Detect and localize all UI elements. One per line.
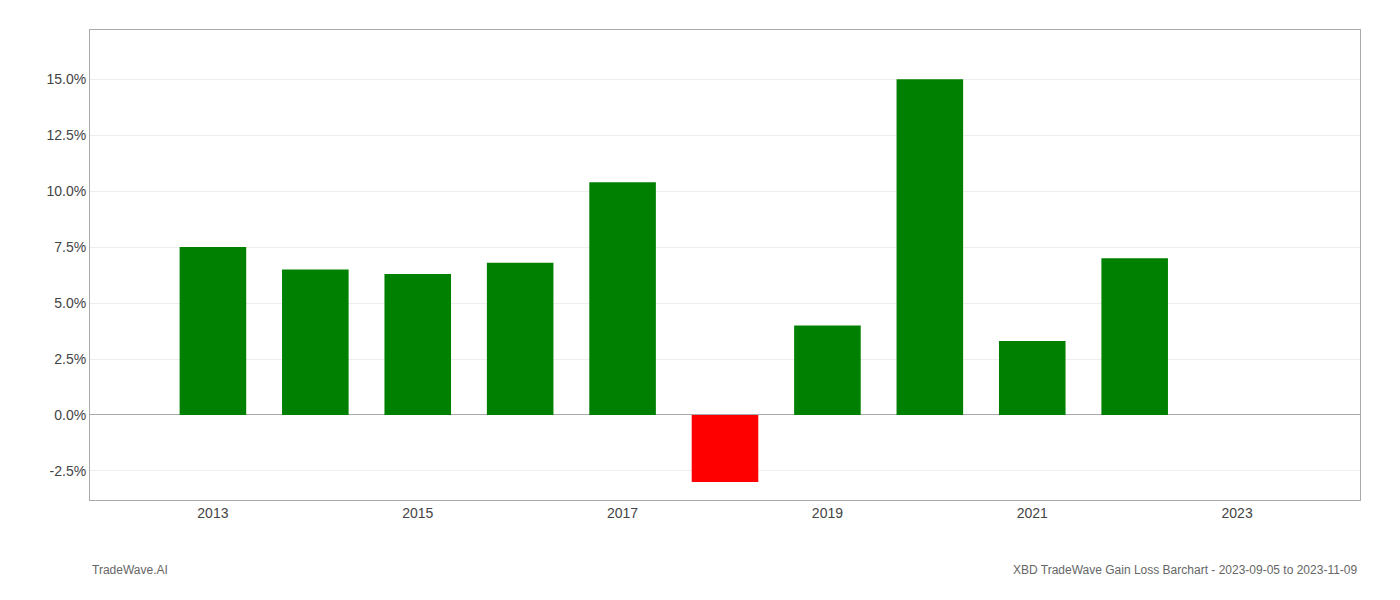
svg-text:15.0%: 15.0% (46, 71, 86, 87)
svg-text:5.0%: 5.0% (54, 295, 86, 311)
svg-text:12.5%: 12.5% (46, 127, 86, 143)
svg-text:TradeWave.AI: TradeWave.AI (92, 563, 168, 577)
svg-text:2.5%: 2.5% (54, 351, 86, 367)
svg-text:2019: 2019 (812, 505, 843, 521)
svg-text:10.0%: 10.0% (46, 183, 86, 199)
svg-text:2023: 2023 (1222, 505, 1253, 521)
svg-text:0.0%: 0.0% (54, 407, 86, 423)
svg-text:2015: 2015 (402, 505, 433, 521)
svg-text:2017: 2017 (607, 505, 638, 521)
svg-text:2013: 2013 (197, 505, 228, 521)
svg-text:7.5%: 7.5% (54, 239, 86, 255)
svg-text:-2.5%: -2.5% (50, 463, 87, 479)
svg-text:XBD TradeWave Gain Loss Barcha: XBD TradeWave Gain Loss Barchart - 2023-… (1013, 563, 1358, 577)
svg-text:2021: 2021 (1017, 505, 1048, 521)
